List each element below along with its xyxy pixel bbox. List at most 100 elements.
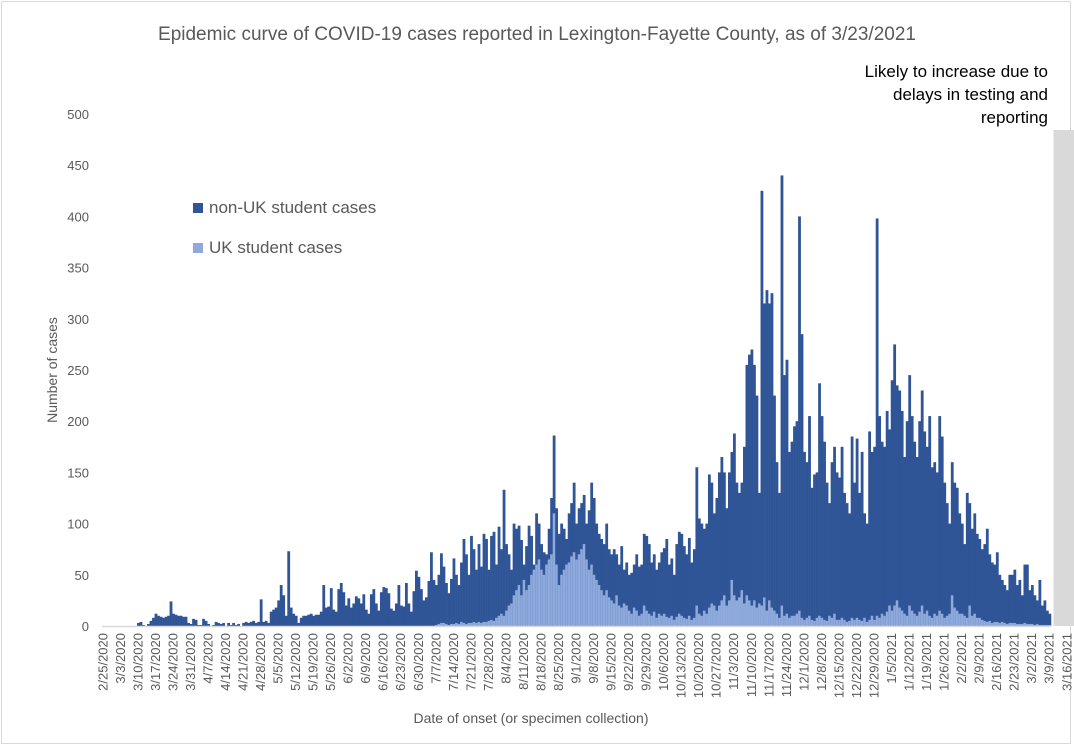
- bar-non-uk: [557, 533, 561, 626]
- bar-uk: [840, 617, 844, 626]
- bar-non-uk: [207, 623, 210, 626]
- bar-uk: [968, 605, 972, 626]
- x-tick-label: 12/15/2020: [831, 633, 846, 698]
- bar-non-uk: [304, 615, 308, 626]
- bar-uk: [595, 579, 599, 626]
- bar-non-uk: [1035, 600, 1039, 626]
- bar-uk: [833, 613, 836, 626]
- bar-non-uk: [452, 558, 456, 626]
- bar-non-uk: [259, 599, 263, 626]
- bar-non-uk: [745, 364, 749, 626]
- y-tick-label: 300: [67, 312, 89, 327]
- x-tick-label: 5/5/2020: [271, 633, 286, 684]
- bar-non-uk: [605, 523, 609, 626]
- bar-uk: [988, 620, 992, 626]
- bar-uk: [497, 615, 501, 626]
- bar-non-uk: [139, 621, 143, 626]
- bar-non-uk: [650, 562, 654, 626]
- bar-uk: [835, 619, 839, 626]
- bar-uk: [755, 607, 759, 626]
- bar-non-uk: [700, 523, 704, 626]
- bar-non-uk: [167, 615, 170, 626]
- bar-non-uk: [512, 523, 516, 626]
- bar-non-uk: [828, 503, 831, 626]
- bar-non-uk: [695, 467, 699, 626]
- bar-uk: [732, 595, 736, 626]
- bar-non-uk: [237, 623, 241, 626]
- bar-non-uk: [254, 622, 258, 626]
- bar-non-uk: [1028, 590, 1032, 626]
- bar-non-uk: [1010, 574, 1014, 626]
- bar-uk: [890, 610, 894, 626]
- x-tick-label: 6/16/2020: [376, 633, 391, 691]
- bar-non-uk: [487, 569, 491, 626]
- bar-uk: [625, 605, 629, 626]
- bar-non-uk: [359, 603, 363, 626]
- bar-uk: [725, 605, 729, 626]
- bar-uk: [455, 622, 458, 626]
- bar-uk: [1013, 622, 1017, 626]
- bar-non-uk: [915, 457, 919, 626]
- bar-non-uk: [690, 562, 694, 626]
- bar-non-uk: [219, 623, 223, 626]
- bar-uk: [805, 617, 809, 626]
- bar-non-uk: [222, 622, 225, 626]
- bar-non-uk: [382, 587, 386, 626]
- bar-uk: [480, 622, 483, 626]
- bar-uk: [953, 607, 957, 626]
- bar-non-uk: [495, 564, 498, 626]
- bar-uk: [925, 610, 929, 626]
- bar-non-uk: [389, 608, 393, 626]
- bar-non-uk: [507, 554, 511, 626]
- bar-uk: [865, 621, 869, 626]
- bar-uk: [690, 619, 694, 626]
- bar-uk: [535, 564, 538, 626]
- bar-uk: [665, 616, 669, 626]
- x-tick-label: 11/17/2020: [761, 633, 776, 697]
- bar-uk: [845, 621, 849, 626]
- bar-non-uk: [750, 349, 754, 626]
- bar-non-uk: [682, 546, 686, 626]
- x-tick-label: 2/2/2021: [954, 633, 969, 684]
- bar-non-uk: [748, 354, 751, 626]
- bar-non-uk: [768, 303, 771, 626]
- bar-non-uk: [462, 538, 466, 626]
- bar-uk: [898, 607, 902, 626]
- bar-uk: [995, 621, 999, 626]
- bar-non-uk: [692, 549, 696, 626]
- bar-uk: [773, 610, 776, 626]
- bar-uk: [550, 554, 554, 626]
- bar-uk: [1003, 622, 1007, 626]
- bar-uk: [798, 610, 801, 626]
- bar-non-uk: [725, 508, 729, 626]
- bar-non-uk: [720, 457, 724, 626]
- bar-non-uk: [309, 613, 313, 626]
- bar-uk: [565, 564, 569, 626]
- bar-uk: [1018, 623, 1022, 626]
- bar-uk: [975, 617, 979, 626]
- bar-uk: [903, 613, 907, 626]
- bar-non-uk: [610, 554, 614, 626]
- bar-uk: [615, 595, 619, 626]
- bar-uk: [788, 617, 791, 626]
- legend-swatch-uk: [193, 243, 203, 253]
- bar-non-uk: [227, 622, 231, 626]
- bar-non-uk: [963, 544, 967, 626]
- bar-uk: [562, 569, 566, 626]
- y-tick-label: 500: [67, 107, 89, 122]
- bar-non-uk: [888, 429, 892, 626]
- bar-uk: [530, 574, 533, 626]
- bar-uk: [983, 620, 987, 626]
- bar-uk: [880, 613, 884, 626]
- bar-uk: [482, 621, 486, 626]
- bar-non-uk: [402, 606, 406, 626]
- bar-uk: [462, 622, 466, 626]
- bar-uk: [572, 552, 576, 626]
- x-tick-label: 12/22/2020: [849, 633, 864, 698]
- bar-uk: [722, 595, 726, 626]
- bar-uk: [950, 595, 954, 626]
- bar-non-uk: [625, 562, 629, 626]
- bar-uk: [692, 617, 696, 626]
- x-tick-label: 9/1/2020: [569, 633, 584, 684]
- bar-uk: [1023, 622, 1027, 626]
